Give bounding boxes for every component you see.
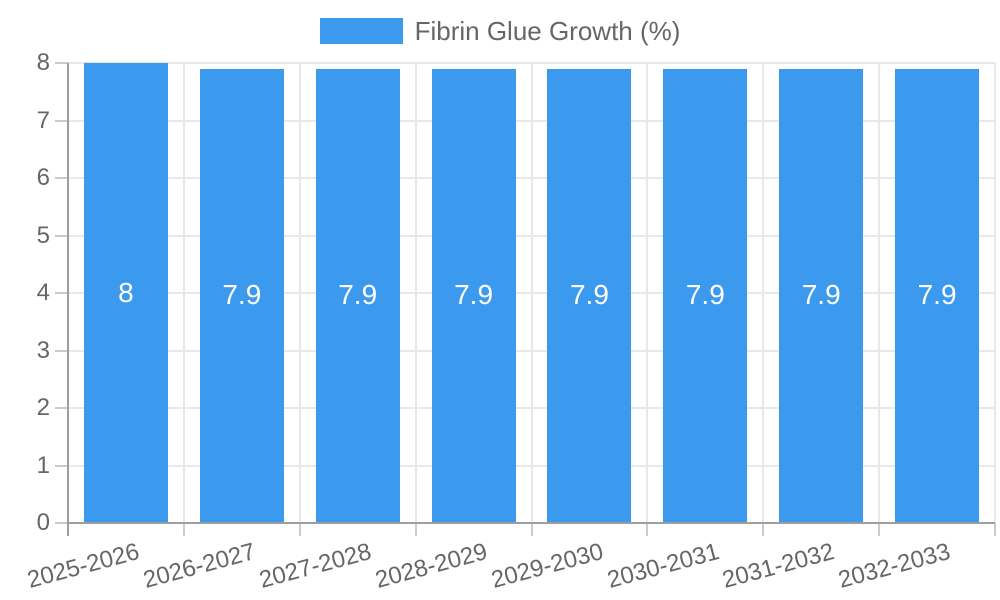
legend-label: Fibrin Glue Growth (%) (414, 16, 681, 46)
bar[interactable]: 7.9 (895, 68, 980, 522)
y-axis-tick (55, 464, 68, 467)
bar[interactable]: 7.9 (199, 68, 284, 522)
y-axis-tick (55, 407, 68, 409)
grid-line-vertical (994, 63, 996, 523)
bar[interactable]: 7.9 (431, 68, 516, 522)
bar[interactable]: 7.9 (663, 68, 748, 522)
x-axis-label: 2026-2027 (140, 538, 259, 594)
y-axis-tick (55, 62, 68, 64)
bar-value-label: 7.9 (338, 279, 378, 311)
grid-line-vertical (646, 63, 649, 523)
x-axis-tick (762, 523, 765, 536)
x-axis-label: 2025-2026 (24, 538, 143, 594)
bar-value-label: 7.9 (917, 279, 957, 311)
y-axis-tick (55, 119, 68, 122)
bar-value-label: 8 (118, 276, 134, 308)
legend-swatch (319, 18, 403, 44)
y-axis-line (67, 63, 69, 536)
x-axis-tick (994, 523, 996, 536)
y-axis-tick-label: 4 (36, 279, 50, 306)
y-axis-tick (55, 177, 68, 179)
bar[interactable]: 8 (83, 63, 168, 522)
y-axis-tick-label: 0 (36, 509, 50, 536)
bar-value-label: 7.9 (569, 279, 609, 311)
x-axis-label: 2028-2029 (372, 538, 491, 594)
y-axis-tick-label: 7 (36, 106, 50, 134)
bar-value-label: 7.9 (801, 279, 841, 311)
x-axis-label: 2030-2031 (603, 538, 722, 594)
y-axis-tick (55, 522, 68, 524)
legend-item[interactable]: Fibrin Glue Growth (%) (319, 16, 681, 46)
x-axis-label: 2029-2030 (488, 538, 606, 594)
bar[interactable]: 7.9 (315, 68, 400, 522)
bar-value-label: 7.9 (454, 279, 494, 311)
x-axis-label: 2031-2032 (719, 538, 838, 594)
x-axis-tick (530, 523, 533, 536)
bar-value-label: 7.9 (685, 279, 725, 311)
chart-legend: Fibrin Glue Growth (%) (0, 16, 1000, 46)
y-axis-tick-label: 2 (36, 394, 50, 421)
y-axis-tick-label: 1 (36, 451, 50, 479)
x-axis-tick (878, 523, 881, 536)
x-axis-label: 2027-2028 (256, 538, 375, 594)
x-axis-tick (414, 523, 417, 536)
y-axis-tick-label: 8 (36, 49, 50, 76)
grid-line-vertical (530, 63, 533, 523)
bar[interactable]: 7.9 (547, 68, 632, 522)
x-axis-tick (646, 523, 649, 536)
grid-line-vertical (762, 63, 765, 523)
grid-line-vertical (298, 63, 301, 523)
x-axis-tick (298, 523, 301, 536)
x-axis-label: 2032-2033 (835, 538, 954, 594)
y-axis-tick (55, 292, 68, 294)
y-axis-tick (55, 234, 68, 237)
y-axis-tick-label: 5 (36, 221, 50, 249)
x-axis-tick (182, 523, 185, 536)
grid-line-vertical (878, 63, 881, 523)
bar[interactable]: 7.9 (779, 68, 864, 522)
x-axis-line (68, 522, 995, 524)
y-axis-tick-label: 3 (36, 336, 50, 364)
bar-value-label: 7.9 (222, 279, 262, 311)
y-axis-tick-label: 6 (36, 164, 50, 191)
grid-line-vertical (414, 63, 417, 523)
y-axis-tick (55, 349, 68, 352)
grid-line-vertical (182, 63, 185, 523)
